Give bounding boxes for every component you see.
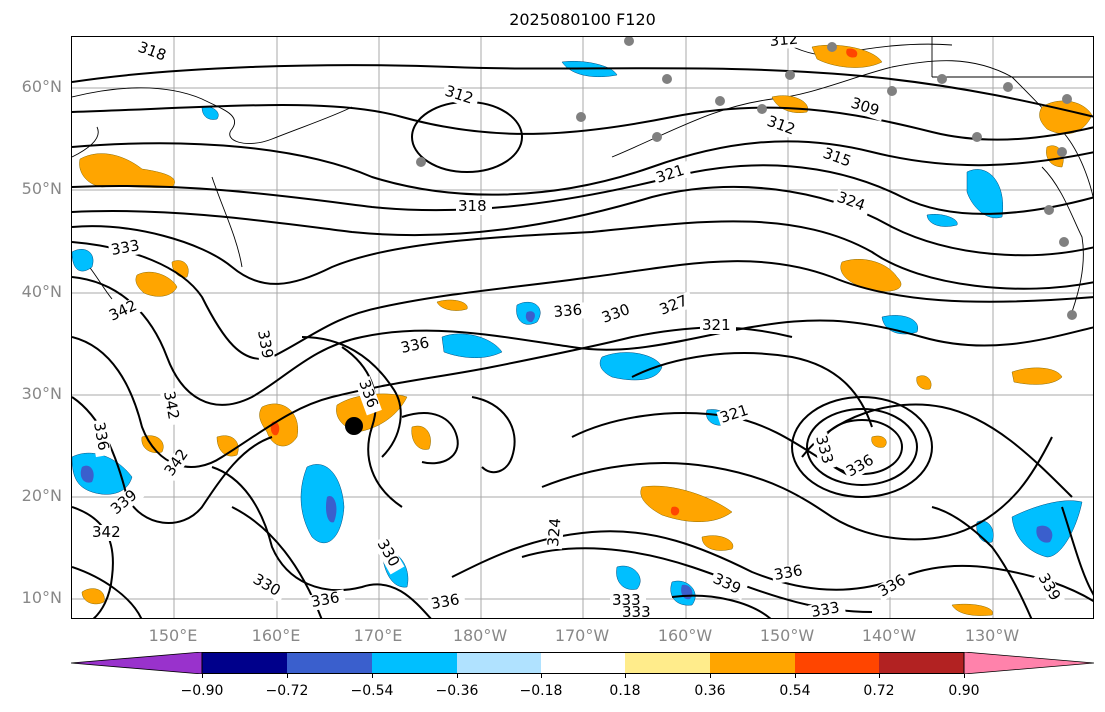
station-markers — [416, 37, 1077, 320]
contour-lines — [72, 64, 1093, 618]
lon-label-150e: 150°E — [148, 626, 198, 645]
colorbar-segment-10 — [963, 652, 1094, 674]
contour-label: 312 — [765, 112, 798, 139]
lon-label-140w: 140°W — [861, 626, 917, 645]
colorbar-segment-2 — [287, 652, 372, 674]
colorbar-tick-label: 0.90 — [948, 683, 980, 699]
lon-label-170e: 170°E — [353, 626, 403, 645]
contour-label: 333 — [812, 433, 837, 465]
contour-label: 321 — [702, 316, 731, 334]
lon-label-180w: 180°W — [452, 626, 508, 645]
colorbar-segment-5 — [541, 652, 625, 674]
colorbar-segment-7 — [710, 652, 795, 674]
contour-label: 324 — [544, 517, 564, 547]
colorbar-segment-6 — [625, 652, 710, 674]
colorbar-tick-label: −0.54 — [350, 683, 394, 699]
colorbar-tick-label: −0.36 — [435, 683, 479, 699]
colorbar-segment-4 — [457, 652, 541, 674]
contour-label: 318 — [458, 197, 487, 215]
chart-title: 2025080100 F120 — [509, 10, 656, 29]
contour-label: 321 — [718, 401, 751, 427]
colorbar-segment-8 — [795, 652, 879, 674]
strong-negative-shading — [80, 311, 1053, 600]
contour-label: 336 — [399, 333, 431, 357]
contour-label: 336 — [773, 561, 804, 584]
lon-label-160e: 160°E — [251, 626, 301, 645]
colorbar-segment-0 — [71, 652, 203, 674]
colorbar-tick-label: 0.72 — [863, 683, 895, 699]
graticule — [72, 37, 1093, 618]
contour-label: 342 — [92, 523, 121, 541]
colorbar-tick-label: 0.18 — [609, 683, 641, 699]
map-panel: 318 312 312 309 312 315 321 318 324 333 … — [71, 36, 1094, 619]
lat-label-20n: 20°N — [21, 486, 62, 505]
contour-label: 330 — [599, 300, 632, 327]
contour-label: 333 — [612, 591, 641, 609]
storm-center-marker — [345, 417, 363, 435]
lat-label-50n: 50°N — [21, 179, 62, 198]
contour-label: 312 — [769, 37, 799, 50]
colorbar-tick-label: −0.72 — [265, 683, 309, 699]
lon-label-130w: 130°W — [964, 626, 1020, 645]
colorbar-tick-label: 0.36 — [694, 683, 726, 699]
colorbar-tick-label: −0.90 — [180, 683, 224, 699]
lon-label-170w: 170°W — [554, 626, 610, 645]
contour-label: 333 — [110, 236, 141, 259]
colorbar-segment-1 — [202, 652, 287, 674]
lat-label-30n: 30°N — [21, 384, 62, 403]
contour-label: 333 — [622, 603, 651, 619]
contour-label-layer: 318 312 312 309 312 315 321 318 324 333 … — [89, 37, 1066, 619]
lon-label-160w: 160°W — [657, 626, 713, 645]
contour-label: 324 — [835, 188, 868, 215]
lat-label-60n: 60°N — [21, 77, 62, 96]
lat-label-10n: 10°N — [21, 588, 62, 607]
positive-shading — [79, 44, 1093, 616]
contour-label: 318 — [136, 38, 169, 65]
colorbar-tick-label: 0.54 — [779, 683, 811, 699]
colorbar-segment-9 — [879, 652, 964, 674]
contour-label: 339 — [254, 329, 277, 360]
contour-label: 336 — [430, 590, 461, 613]
contour-label: 333 — [810, 598, 841, 619]
contour-label: 336 — [90, 421, 113, 452]
contour-label: 336 — [553, 301, 583, 321]
contour-label: 336 — [310, 588, 341, 611]
colorbar-tick-label: −0.18 — [519, 683, 563, 699]
colorbar — [71, 652, 1094, 674]
colorbar-segment-3 — [372, 652, 457, 674]
contour-label: 342 — [160, 390, 183, 421]
lat-label-40n: 40°N — [21, 282, 62, 301]
lon-label-150w: 150°W — [759, 626, 815, 645]
